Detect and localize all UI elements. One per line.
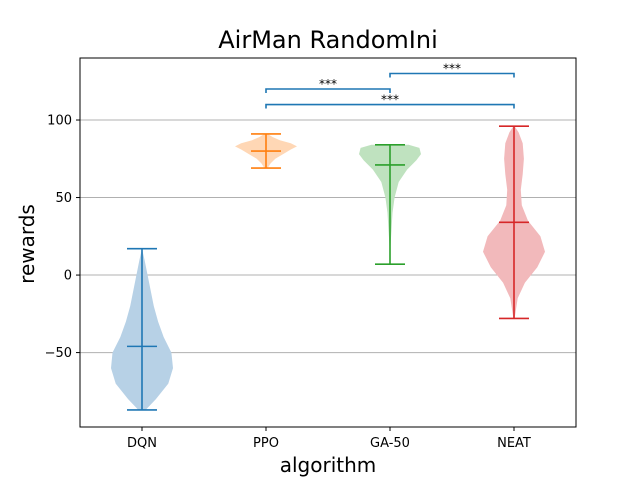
x-tick-label: NEAT [497, 436, 531, 451]
plot-frame [79, 57, 577, 428]
bracket-line [265, 103, 515, 109]
violin-series [111, 125, 545, 411]
violin-ppo [235, 133, 297, 169]
y-tick-label: 0 [64, 269, 72, 284]
violin-dqn [111, 247, 173, 411]
y-tick-label: 100 [47, 114, 72, 129]
x-axis-title: algorithm [280, 453, 377, 477]
y-axis-ticks: −50 0 50 100 [45, 114, 80, 361]
x-tick-label: DQN [127, 436, 157, 451]
significance-brackets: *** *** *** [265, 62, 515, 109]
y-tick-label: 50 [55, 191, 72, 206]
y-tick-label: −50 [45, 346, 72, 361]
significance-bracket: *** [389, 62, 515, 78]
x-tick-label: GA-50 [370, 436, 410, 451]
x-tick-label: PPO [253, 436, 279, 451]
significance-label: *** [381, 93, 399, 107]
significance-bracket: *** [265, 77, 391, 94]
x-axis-ticks: DQN PPO GA-50 NEAT [127, 427, 531, 451]
significance-label: *** [443, 62, 461, 76]
violin-ga-50 [359, 144, 421, 266]
bracket-line [265, 88, 391, 94]
bracket-line [389, 72, 515, 78]
significance-bracket: *** [265, 93, 515, 109]
y-axis-title: rewards [15, 204, 39, 284]
violin-neat [483, 125, 545, 320]
gridlines [80, 119, 576, 354]
chart-title: AirMan RandomIni [218, 26, 438, 54]
significance-label: *** [319, 77, 337, 91]
